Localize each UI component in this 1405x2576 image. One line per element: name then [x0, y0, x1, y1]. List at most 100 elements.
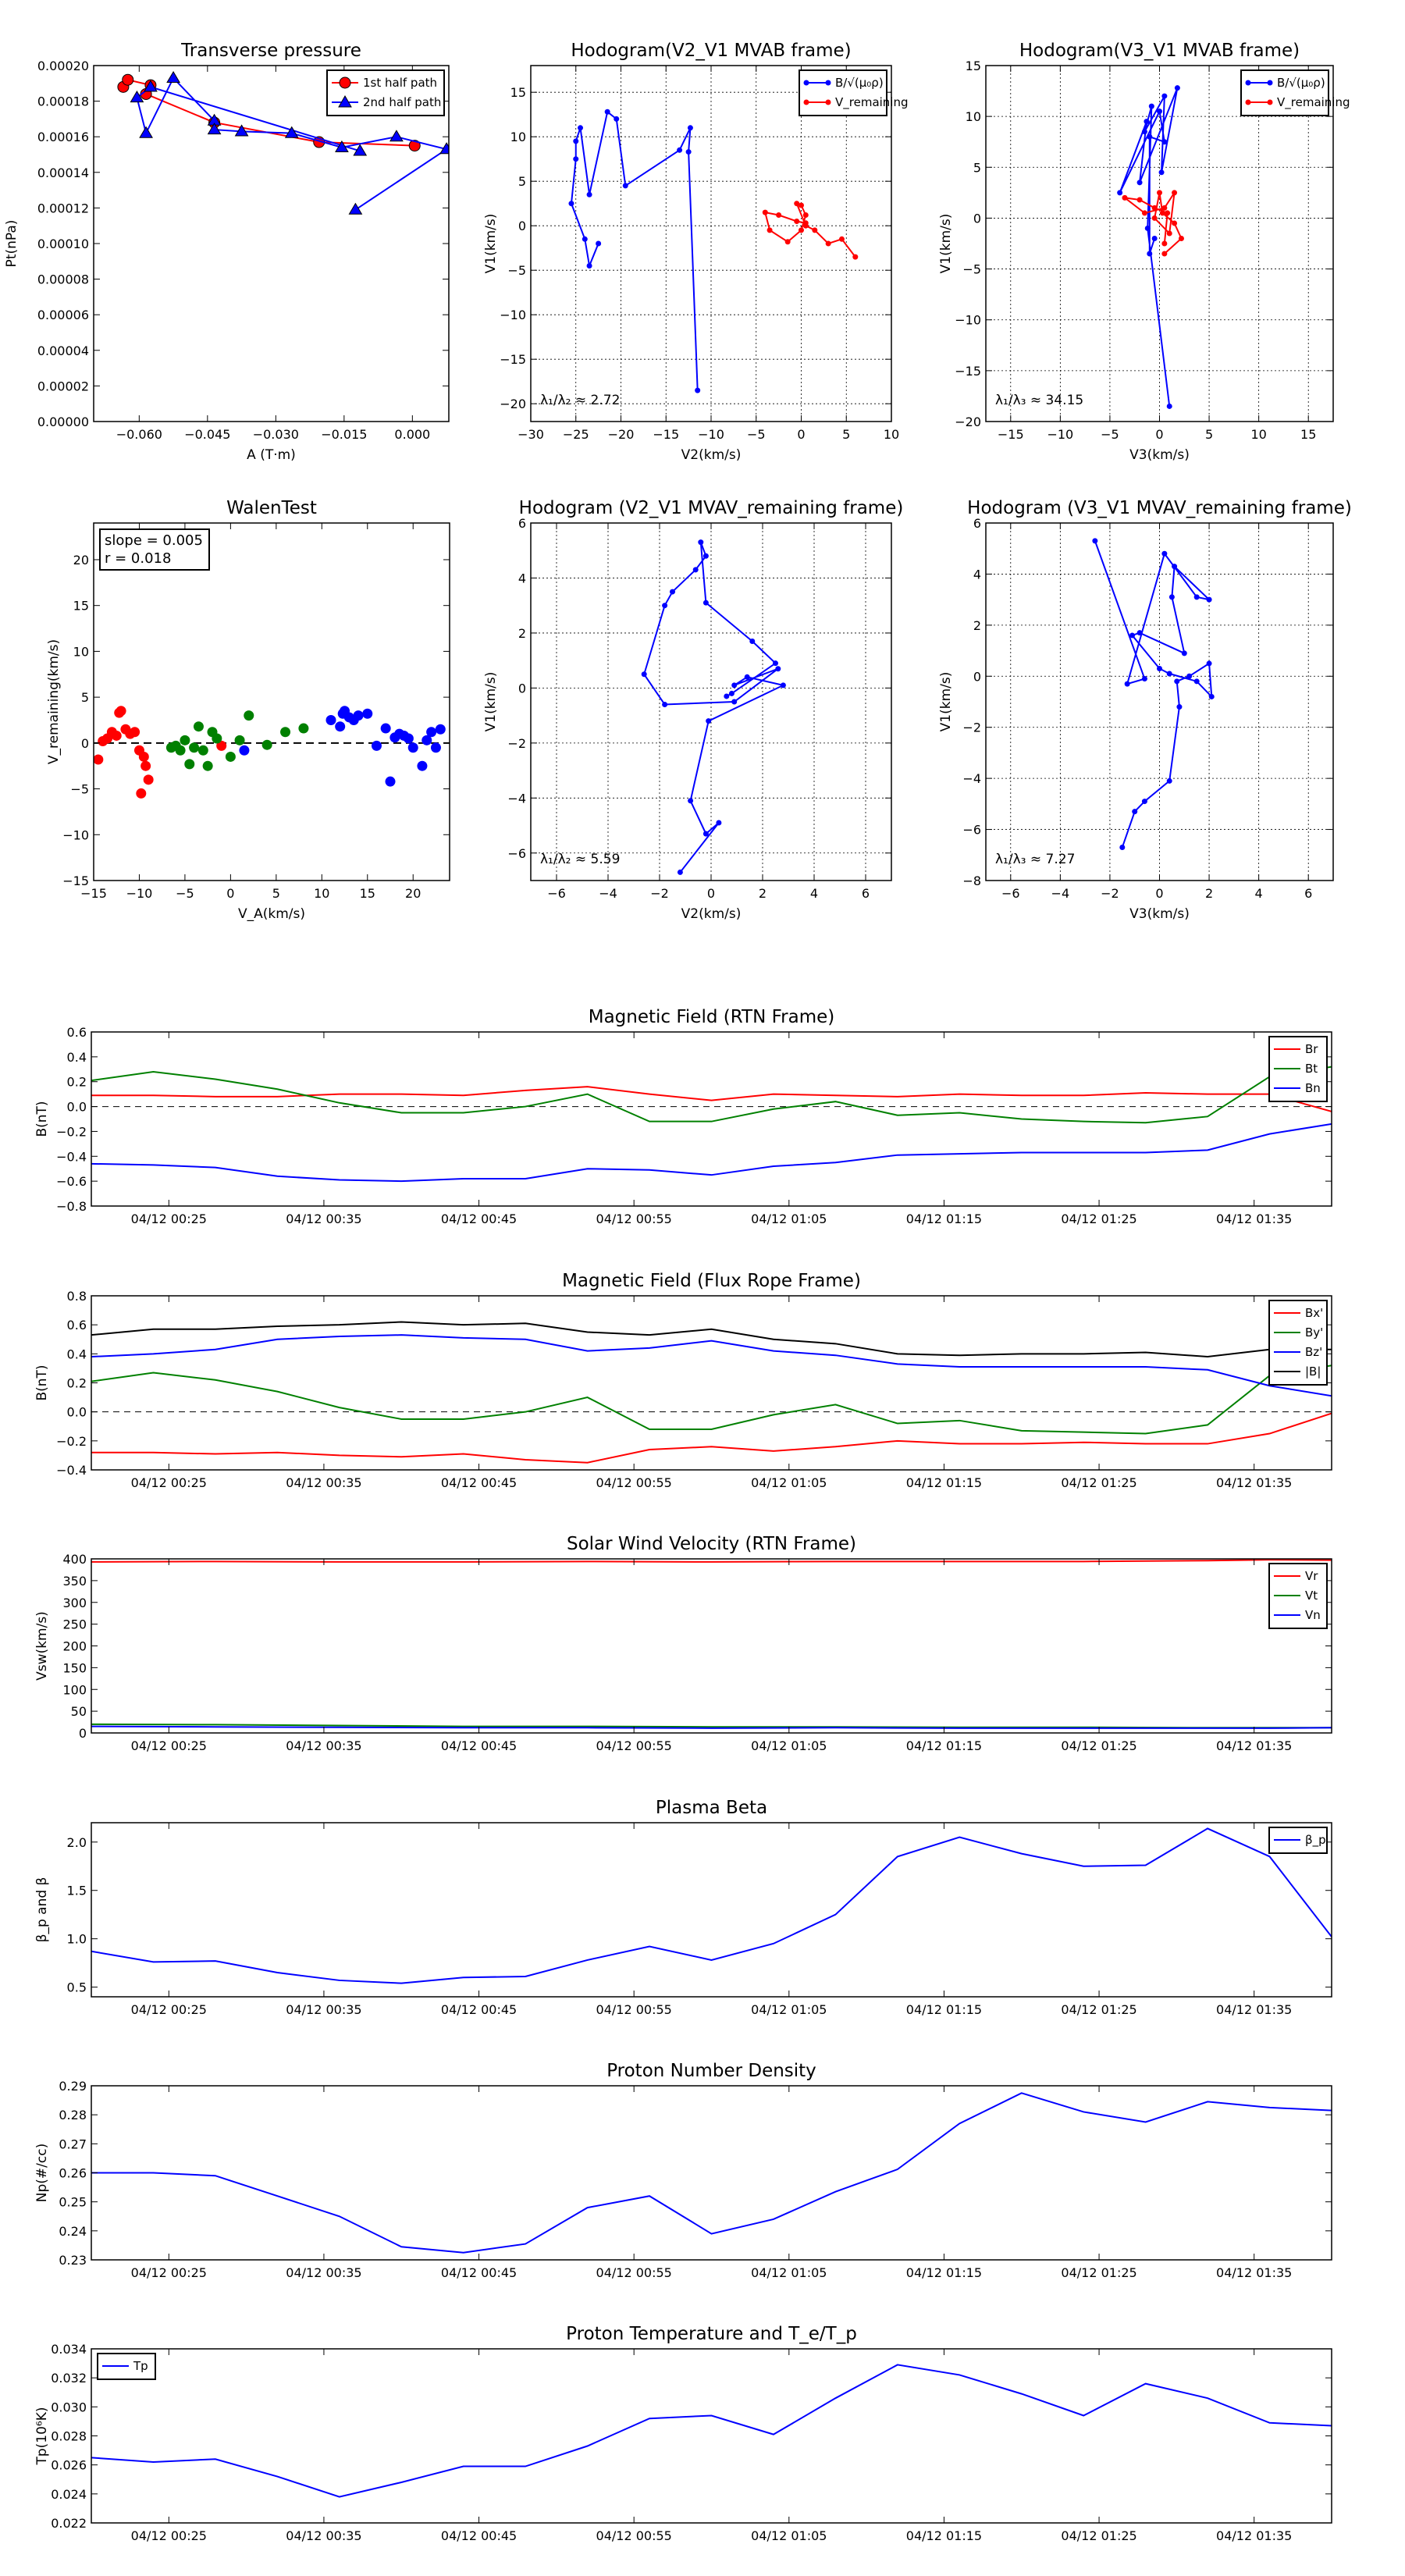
x-tick-label: −5 — [1101, 427, 1119, 442]
data-point — [780, 682, 786, 688]
data-point — [1119, 844, 1126, 850]
y-tick-label: 0.00002 — [37, 379, 89, 393]
data-point — [1141, 799, 1147, 805]
x-tick-label: −5 — [747, 427, 766, 442]
y-tick-label: 0.026 — [51, 2458, 87, 2473]
x-tick-label: 04/12 00:35 — [286, 2528, 361, 2543]
x-tick-label: 0 — [226, 886, 234, 901]
data-point — [687, 125, 693, 131]
y-axis-label: B(nT) — [34, 1101, 50, 1137]
x-tick-label: 04/12 00:25 — [131, 1738, 207, 1753]
data-point — [1193, 678, 1200, 685]
legend-marker — [803, 99, 809, 105]
x-tick-label: −2 — [1101, 886, 1119, 901]
y-tick-label: 200 — [62, 1639, 87, 1654]
x-axis-label: V2(km/s) — [681, 447, 742, 463]
x-tick-label: 0.000 — [394, 427, 430, 442]
data-point — [762, 209, 768, 215]
data-point — [677, 147, 683, 153]
x-tick-label: −0.030 — [253, 427, 299, 442]
plot-frame — [91, 1031, 1332, 1207]
y-tick-label: 2 — [518, 626, 526, 641]
y-axis-label: Vsw(km/s) — [34, 1611, 50, 1681]
y-tick-label: 1.0 — [67, 1932, 87, 1947]
y-tick-label: 0.00014 — [37, 165, 89, 180]
x-tick-label: 04/12 01:35 — [1216, 2265, 1292, 2280]
data-point — [702, 553, 709, 559]
x-tick-label: 04/12 01:05 — [751, 2265, 827, 2280]
data-point — [1172, 220, 1178, 226]
x-tick-label: 04/12 01:05 — [751, 1738, 827, 1753]
y-tick-label: 0.23 — [59, 2253, 87, 2268]
data-point — [1144, 225, 1151, 231]
data-point — [193, 721, 204, 732]
y-axis-label: V1(km/s) — [483, 672, 499, 732]
transverse-pressure-chart: −0.060 −0.045 −0.030 −0.015 0.000 0.00000 0.00… — [4, 41, 450, 463]
legend: Br Bt Bn — [1268, 1036, 1328, 1102]
legend-label: Vr — [1305, 1569, 1318, 1583]
data-point — [1168, 594, 1175, 600]
data-point — [706, 718, 712, 724]
data-point — [212, 733, 222, 744]
y-tick-label: −20 — [500, 397, 526, 411]
data-point — [143, 774, 154, 785]
y-tick-label: 1.5 — [67, 1884, 87, 1898]
data-point — [1117, 190, 1123, 196]
chart-title: Hodogram (V2_V1 MVAV_remaining frame) — [519, 498, 904, 518]
data-point — [111, 730, 122, 741]
hodogram-v3-v1-mvab-chart: −15 −10 −5 0 5 10 15 −20 −15 −10 −5 0 5 10 15 Hodogram(… — [938, 41, 1350, 463]
x-tick-label: −5 — [176, 886, 194, 901]
data-point — [1178, 235, 1184, 241]
legend-label: Vt — [1305, 1589, 1318, 1603]
data-point — [335, 721, 346, 732]
data-point — [1124, 681, 1130, 687]
legend: Tp — [97, 2353, 156, 2380]
data-point — [389, 130, 404, 142]
plot-area — [986, 523, 1333, 881]
legend-box — [1240, 69, 1329, 116]
x-tick-label: 04/12 01:35 — [1216, 2528, 1292, 2543]
y-tick-label: 2.0 — [67, 1835, 87, 1850]
data-point — [234, 735, 245, 745]
data-point — [225, 751, 236, 762]
data-point — [422, 735, 432, 745]
data-point — [744, 674, 750, 680]
data-point — [622, 183, 628, 189]
data-point — [362, 708, 373, 719]
data-point — [1161, 93, 1168, 99]
x-tick-label: 04/12 00:25 — [131, 1475, 207, 1490]
data-point — [1159, 210, 1165, 216]
plot-frame — [93, 522, 450, 881]
series-group — [568, 109, 859, 393]
legend-box — [799, 69, 887, 116]
legend: B/√(μ₀ρ) V_remaining — [1240, 69, 1350, 116]
y-tick-label: 0.00010 — [37, 237, 89, 251]
legend-label: Bx' — [1305, 1306, 1323, 1320]
y-tick-label: 0.00016 — [37, 130, 89, 144]
data-point — [698, 539, 704, 546]
y-axis-label: β_p and β — [34, 1877, 50, 1943]
data-point — [426, 727, 437, 738]
plot-area — [91, 1559, 1332, 1733]
series-group — [91, 1321, 1332, 1464]
data-point — [692, 567, 699, 573]
data-point — [1136, 630, 1143, 636]
y-tick-label: 5 — [973, 160, 981, 175]
data-point — [184, 759, 195, 770]
data-point — [1166, 777, 1172, 784]
y-tick-label: 50 — [71, 1704, 87, 1719]
data-point — [670, 589, 675, 595]
x-tick-label: −15 — [653, 427, 679, 442]
series-line-bt — [91, 1066, 1332, 1124]
x-tick-label: −0.015 — [321, 427, 367, 442]
x-tick-label: 04/12 01:15 — [906, 1475, 982, 1490]
data-point — [685, 149, 692, 155]
x-tick-label: 04/12 00:25 — [131, 2528, 207, 2543]
data-point — [144, 80, 158, 92]
data-point — [403, 733, 414, 744]
x-tick-label: 04/12 00:35 — [286, 1475, 361, 1490]
legend-label: 2nd half path — [363, 95, 441, 109]
series-line-bx — [91, 1412, 1332, 1464]
y-tick-label: −6 — [962, 823, 981, 838]
data-point — [794, 201, 800, 207]
